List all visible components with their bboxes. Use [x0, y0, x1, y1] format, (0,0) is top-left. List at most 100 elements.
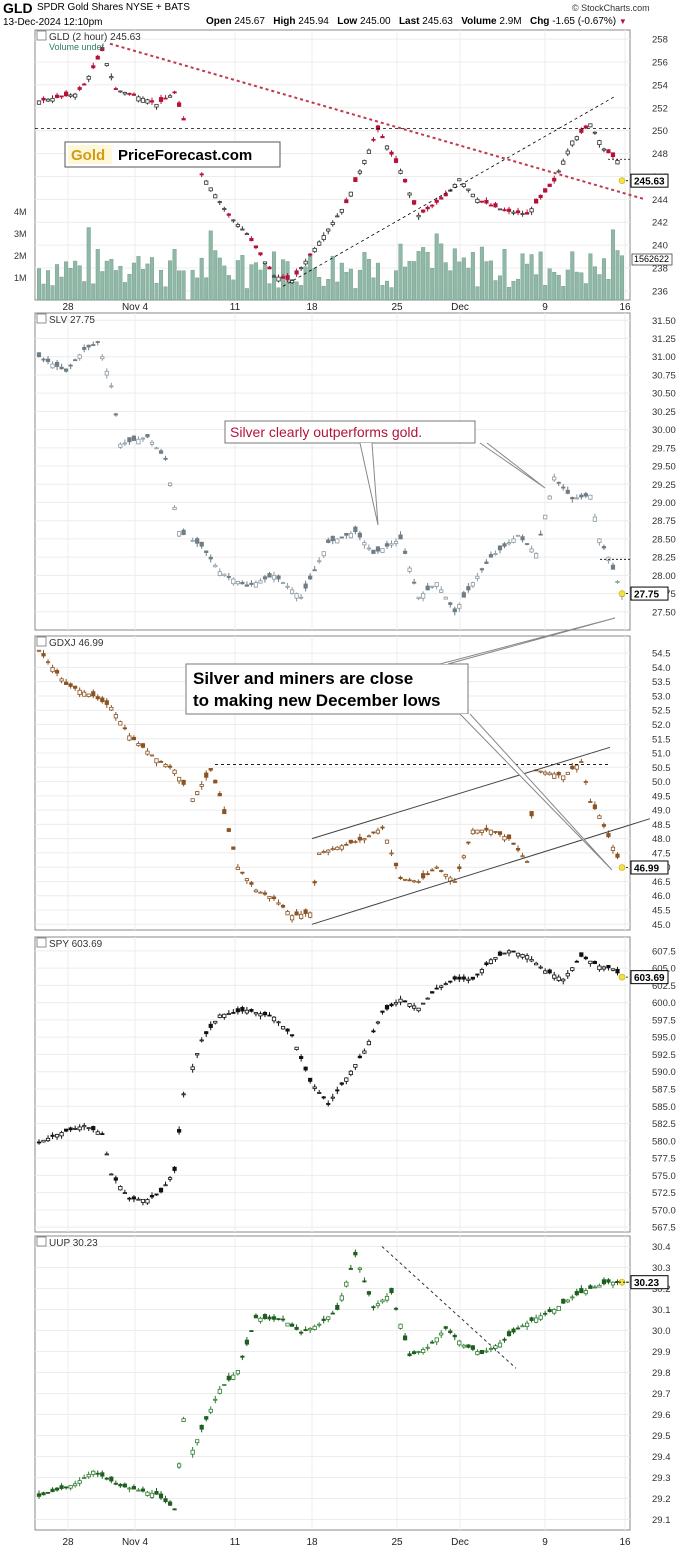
candle-up [556, 1305, 561, 1312]
y-tick-label: 585.0 [652, 1102, 676, 1113]
volume-bar [213, 250, 218, 301]
candle-down [502, 209, 507, 212]
candle-up [195, 791, 200, 796]
candle-up [145, 750, 150, 755]
candle-down [158, 450, 164, 454]
candle-down [271, 1316, 277, 1320]
candle-down [443, 1326, 448, 1329]
candle-down [249, 882, 254, 885]
y-tick-label: 31.50 [652, 316, 676, 327]
candle-down [312, 881, 317, 884]
candle-down [231, 846, 236, 850]
candle-up [421, 1349, 426, 1353]
candle-up [362, 542, 367, 546]
volume-bar [59, 276, 64, 301]
candle-up [511, 538, 516, 543]
volume-bar [344, 271, 349, 301]
quote-stats: Open 245.67 High 245.94 Low 245.00 Last … [206, 16, 627, 27]
candle-up [529, 959, 534, 962]
volume-bar [520, 253, 525, 301]
candle-up [244, 233, 249, 236]
volume-bar [547, 268, 552, 301]
candle-down [412, 581, 417, 584]
candle-up [470, 582, 475, 587]
candle-up [177, 776, 182, 782]
candle-down [54, 94, 60, 98]
candle-down [167, 1501, 173, 1506]
symbol-description: SPDR Gold Shares NYSE + BATS [37, 2, 190, 13]
candle-down [430, 1341, 435, 1344]
candle-down [375, 546, 381, 552]
down-arrow-icon: ▼ [618, 17, 627, 26]
candle-down [479, 200, 484, 203]
candle-up [154, 447, 159, 450]
candle-down [231, 1012, 236, 1014]
candle-up [231, 219, 236, 222]
candle-down [95, 55, 100, 60]
candle-down [41, 653, 46, 657]
candle-down [479, 568, 484, 571]
volume-bar [145, 263, 150, 301]
candle-down [529, 811, 534, 817]
y-tick-label: 29.4 [652, 1452, 671, 1463]
candle-up [50, 97, 55, 102]
y-tick-label: 52.0 [652, 720, 671, 731]
candle-down [398, 534, 403, 540]
y-tick-label: 29.9 [652, 1347, 671, 1358]
candle-up [466, 188, 471, 191]
candle-up [50, 363, 55, 369]
last-value-label: 245.63 [634, 176, 665, 187]
panel-menu-icon [36, 937, 47, 948]
candle-down [466, 1344, 471, 1348]
candle-down [240, 581, 245, 585]
volume-bar [403, 266, 408, 301]
candle-up [457, 604, 462, 609]
candle-up [393, 540, 399, 545]
candle-down [457, 976, 462, 980]
candle-down [353, 177, 358, 182]
candle-down [357, 532, 362, 538]
y-tick-label: 240 [652, 241, 668, 252]
candle-down [574, 960, 579, 963]
candle-down [588, 801, 593, 803]
candle-up [68, 1484, 73, 1489]
candle-up [565, 150, 570, 155]
volume-bar [335, 281, 340, 301]
candle-up [335, 846, 340, 851]
y-tick-label: 30.25 [652, 407, 676, 418]
panel-title: GDXJ 46.99 [49, 638, 104, 649]
candle-up [610, 1281, 616, 1286]
candle-down [335, 1304, 340, 1310]
candle-up [312, 1325, 317, 1330]
candle-up [597, 965, 602, 971]
candle-up [181, 1093, 186, 1096]
candle-down [543, 1312, 548, 1315]
y-tick-label: 582.5 [652, 1119, 676, 1130]
candle-down [222, 809, 227, 815]
volume-bar [357, 269, 362, 301]
candle-up [335, 215, 340, 218]
volume-bar [82, 281, 87, 301]
candle-up [556, 170, 561, 173]
volume-bar [366, 258, 371, 301]
candle-up [597, 815, 602, 819]
volume-bar [380, 285, 385, 301]
candle-down [570, 497, 575, 500]
volume-bar [190, 269, 195, 301]
candle-up [154, 758, 159, 764]
volume-bar [448, 270, 453, 301]
candle-up [299, 596, 304, 599]
candle-down [289, 1034, 295, 1037]
last-value-label: 27.75 [634, 589, 659, 600]
y-tick-label: 51.5 [652, 734, 671, 745]
candle-up [285, 1322, 290, 1327]
volume-bar [552, 271, 557, 301]
volume-bar [371, 277, 376, 301]
candle-down [565, 489, 570, 494]
candle-up [339, 208, 344, 213]
candle-down [606, 833, 611, 838]
volume-bar [240, 255, 245, 301]
brand-gold-background [68, 145, 112, 164]
candle-up [312, 1086, 317, 1089]
candle-down [375, 125, 381, 130]
